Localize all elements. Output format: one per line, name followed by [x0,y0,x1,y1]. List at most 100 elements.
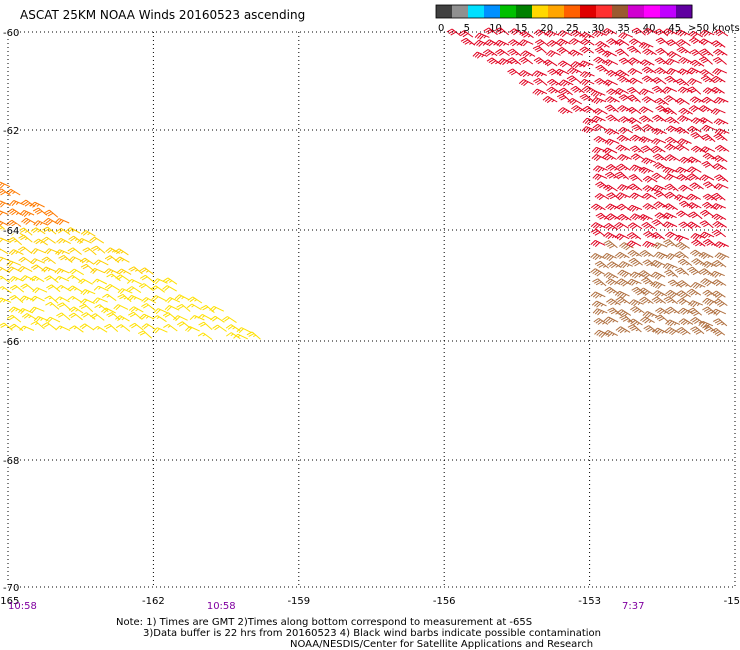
wind-barb [68,306,84,314]
note-line-1: Note: 1) Times are GMT 2)Times along bot… [116,617,533,628]
wind-barb [56,284,71,292]
wind-barb [30,258,46,265]
wind-barb [150,285,165,293]
wind-barb [664,143,680,151]
wind-barb [554,68,570,76]
wind-barb [30,227,46,235]
wind-barb [664,136,680,144]
wind-barb [615,296,630,304]
legend-tick-label: 45 [668,23,681,34]
wind-barb [578,60,594,68]
legend-frame [435,4,693,19]
wind-barb [627,324,642,333]
wind-barb [618,94,634,102]
wind-barb [641,75,657,83]
wind-barb [686,156,702,164]
wind-barb [616,134,632,142]
wind-barb [713,48,728,56]
wind-barb [30,321,45,330]
wind-barb [686,173,702,181]
wind-barb [474,39,489,47]
wind-barb [690,326,705,335]
legend-tick-label: 5 [464,23,470,34]
wind-barb [638,136,654,144]
wind-barb [579,71,595,79]
wind-barb [653,251,669,260]
wind-barb [688,300,703,308]
wind-barb [89,236,105,244]
wind-barb [222,316,237,324]
wind-barb [615,144,631,152]
wind-barb [226,332,241,340]
wind-barb [626,45,642,54]
wind-barb [532,88,548,96]
wind-barb [627,183,643,191]
wind-barb [41,322,57,330]
wind-barb [711,229,727,238]
wind-barb [663,203,678,211]
wind-barb [547,39,562,47]
wind-barb [546,86,561,94]
wind-barb [629,145,645,154]
wind-barb [579,31,595,39]
x-tick-label: -165 [0,596,19,607]
wind-barb [101,307,116,314]
wind-barb [618,116,634,124]
wind-barb [6,219,22,227]
wind-barb [701,261,717,269]
wind-barb [626,232,642,240]
wind-barb [639,88,654,96]
wind-barb [595,40,610,48]
y-tick-label: -62 [3,126,19,137]
wind-barb [67,247,82,255]
wind-barb [153,308,169,315]
wind-barb [176,303,191,312]
y-tick-label: -64 [3,226,19,237]
wind-barb [714,241,729,249]
wind-barb [642,185,658,193]
wind-barb [664,327,680,336]
wind-barb [678,221,693,230]
x-tick-label: -156 [433,596,456,607]
wind-barb [714,128,730,136]
wind-barb [686,67,702,75]
legend-swatch [484,5,501,18]
wind-barb [676,326,691,336]
wind-barb [91,245,106,254]
wind-barb [617,269,633,278]
wind-barb [614,69,630,77]
wind-barb [676,210,691,218]
wind-barb [189,315,205,321]
wind-barb [483,27,498,36]
wind-barb [80,230,96,237]
wind-barb [579,93,594,102]
wind-barb [702,324,717,333]
wind-barb [627,68,643,76]
wind-barb [678,107,693,115]
wind-barb [698,117,713,125]
wind-barb [80,298,95,305]
wind-barb [689,37,704,45]
wind-barb [594,329,609,338]
wind-barb [686,125,702,133]
wind-barb [678,307,693,315]
wind-barb [557,30,573,38]
wind-barb [618,261,633,269]
wind-barb [532,70,547,78]
wind-barb [605,114,620,123]
wind-barb [702,297,718,306]
wind-barb [581,126,597,134]
wind-barb [639,115,654,123]
wind-barb [602,50,617,58]
wind-barb [102,293,117,302]
wind-barb [651,138,666,146]
wind-barb [701,96,717,104]
wind-barb [69,325,84,333]
wind-barb [19,209,35,217]
wind-barb [0,322,13,331]
wind-barb [18,227,33,236]
wind-barb [641,192,657,200]
wind-barb [20,199,36,207]
wind-barb [55,325,71,332]
wind-barb [605,163,621,172]
